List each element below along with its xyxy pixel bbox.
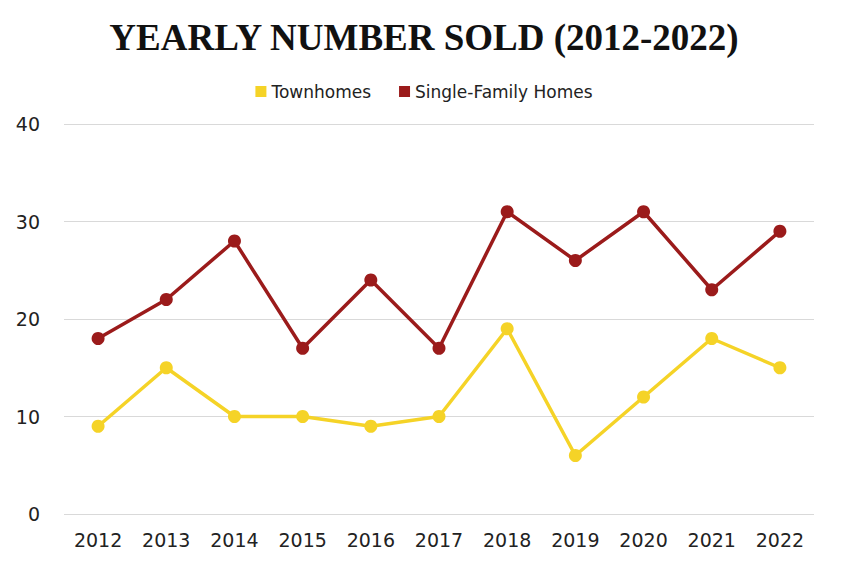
svg-text:2017: 2017 — [415, 529, 463, 551]
svg-text:10: 10 — [16, 406, 40, 428]
svg-text:2014: 2014 — [210, 529, 258, 551]
svg-text:Townhomes: Townhomes — [270, 82, 371, 102]
svg-text:2015: 2015 — [278, 529, 326, 551]
svg-text:20: 20 — [16, 308, 40, 330]
svg-text:40: 40 — [16, 113, 40, 135]
svg-text:YEARLY NUMBER SOLD (2012-2022): YEARLY NUMBER SOLD (2012-2022) — [109, 17, 738, 59]
svg-text:2018: 2018 — [483, 529, 531, 551]
svg-text:2013: 2013 — [142, 529, 190, 551]
svg-text:0: 0 — [28, 503, 40, 525]
svg-text:2020: 2020 — [619, 529, 667, 551]
svg-text:2016: 2016 — [347, 529, 395, 551]
svg-text:2019: 2019 — [551, 529, 599, 551]
svg-text:2022: 2022 — [756, 529, 804, 551]
svg-text:Single-Family Homes: Single-Family Homes — [415, 82, 593, 102]
svg-text:2021: 2021 — [688, 529, 736, 551]
svg-text:2012: 2012 — [74, 529, 122, 551]
svg-text:30: 30 — [16, 211, 40, 233]
